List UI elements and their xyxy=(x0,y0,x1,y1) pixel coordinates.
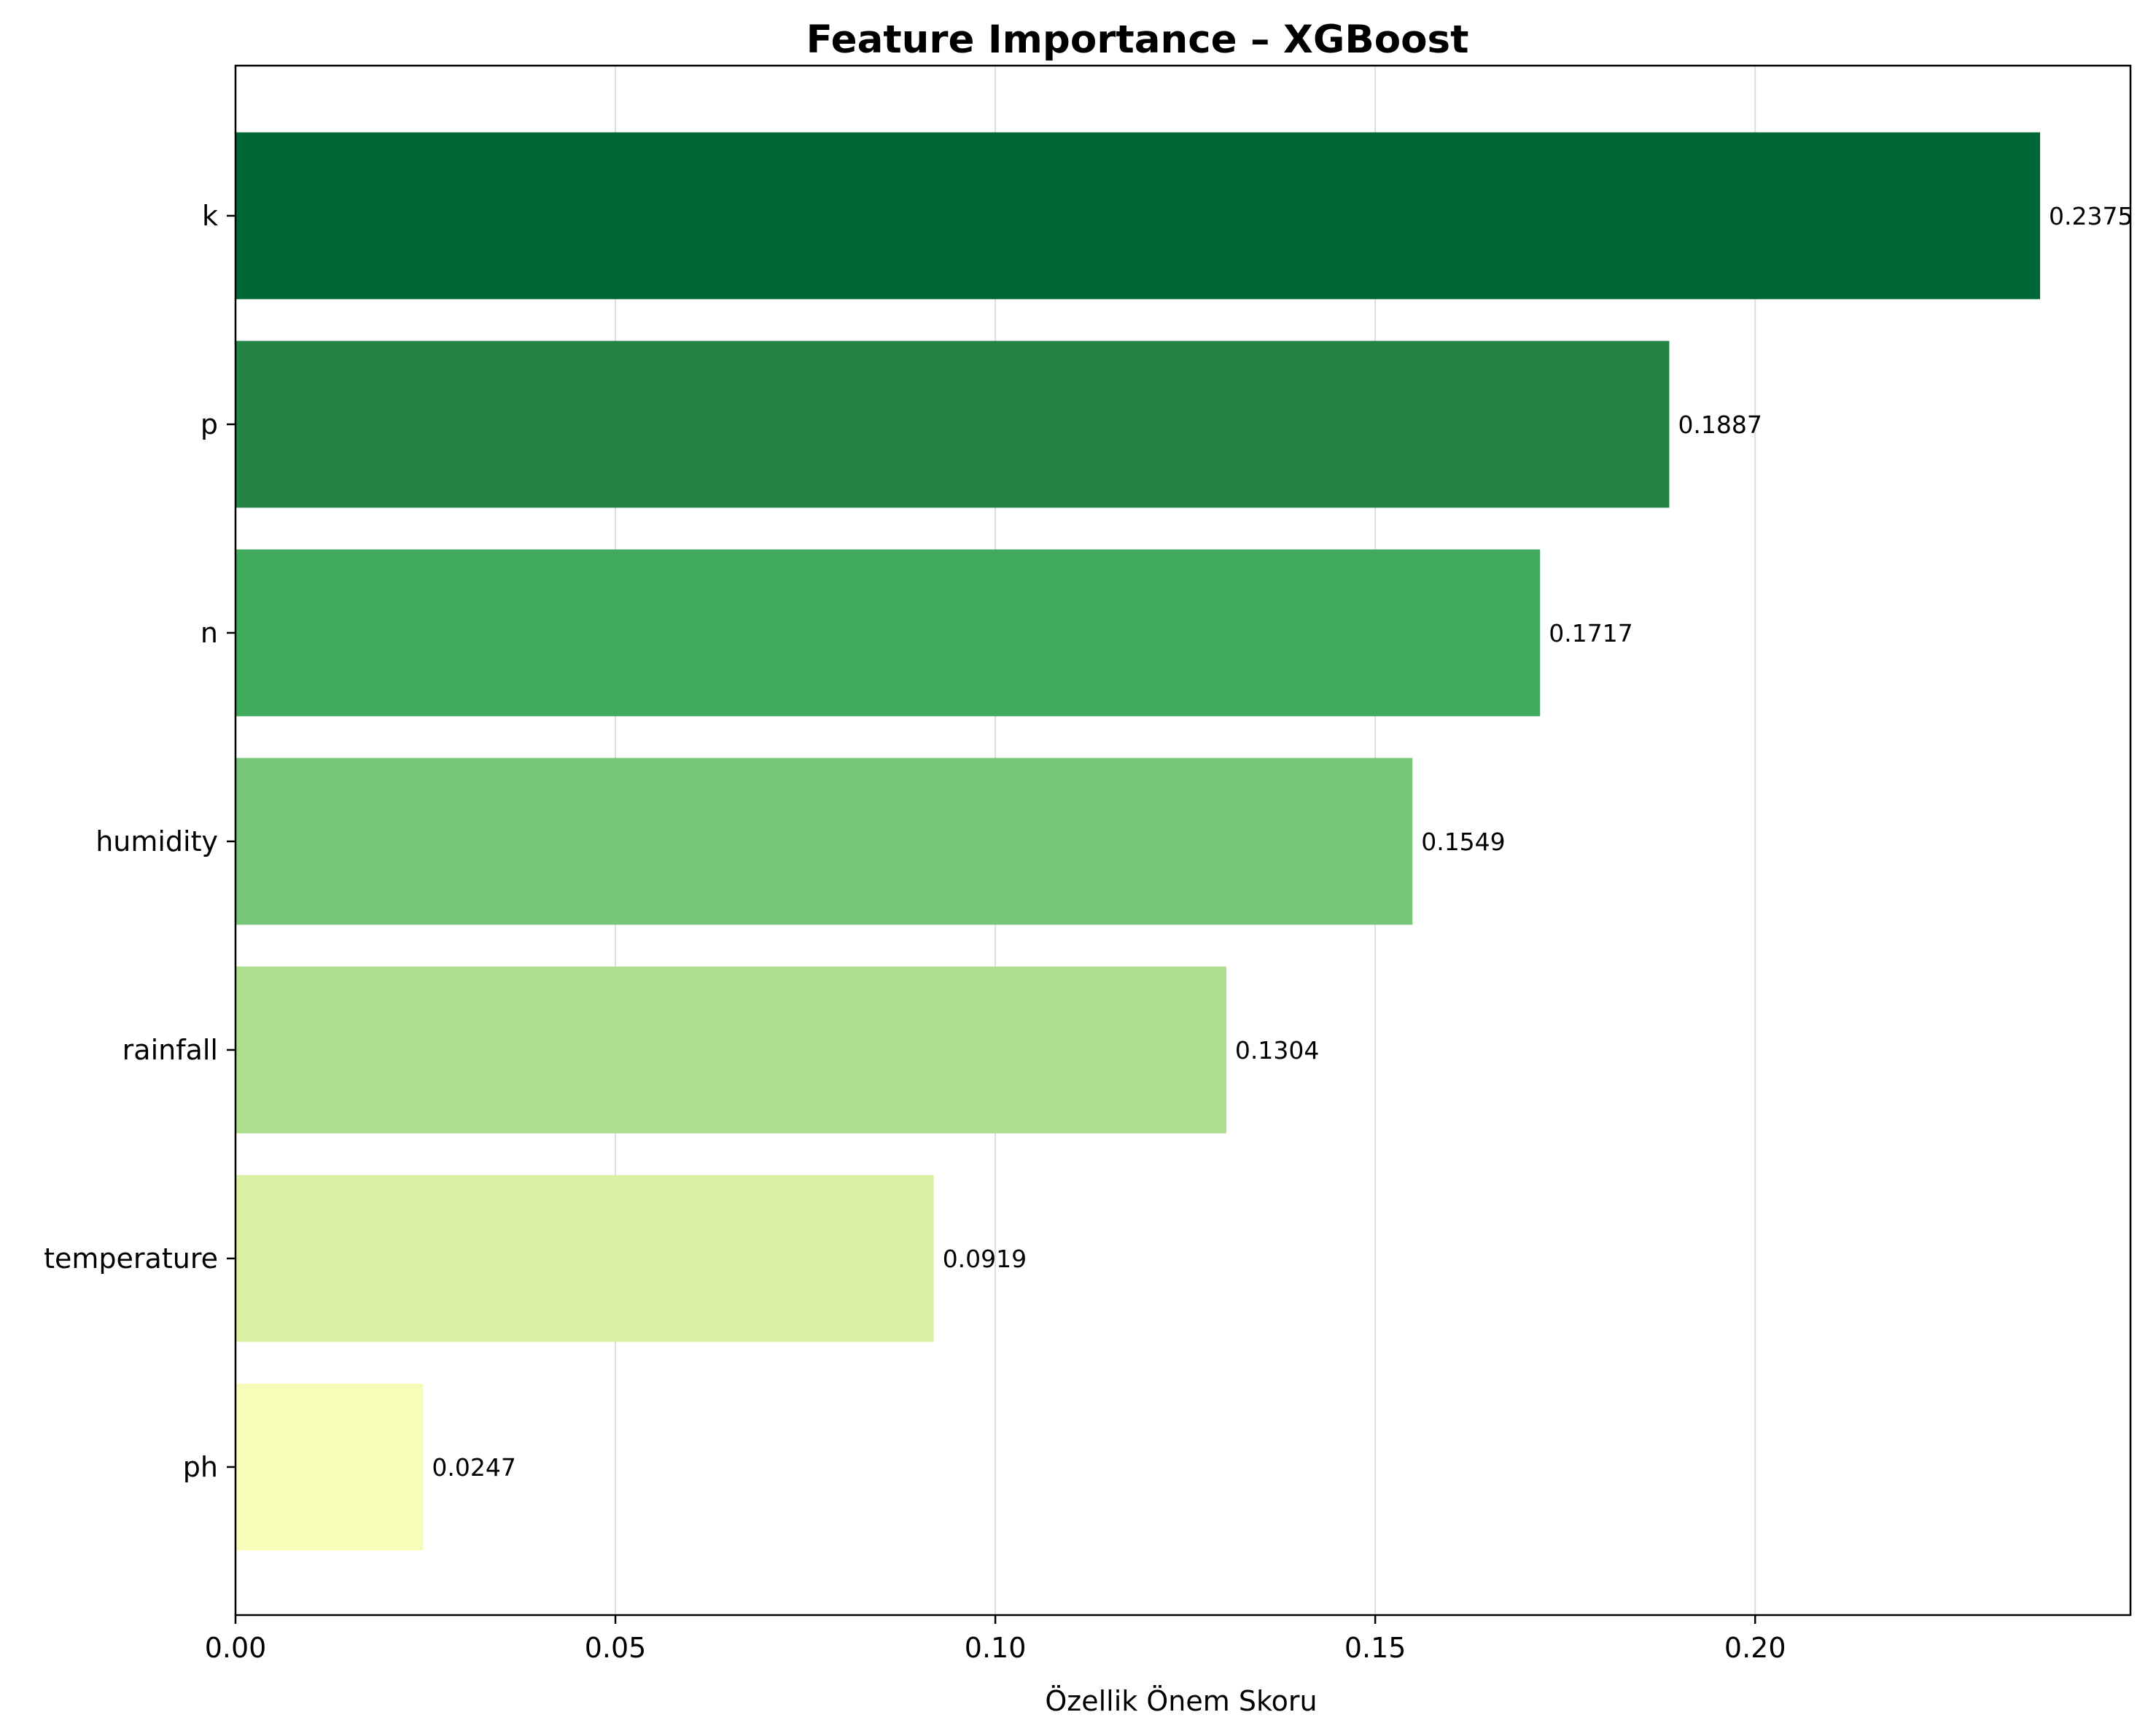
y-tick-label-n: n xyxy=(201,617,218,649)
bar-humidity xyxy=(236,758,1413,925)
bar-temperature xyxy=(236,1175,934,1342)
bar-rainfall xyxy=(236,966,1226,1134)
value-label-ph: 0.0247 xyxy=(432,1453,515,1482)
value-label-rainfall: 0.1304 xyxy=(1235,1036,1319,1065)
plot-frame xyxy=(234,64,2132,1617)
value-labels: 0.2375 0.1887 0.1717 0.1549 0.1304 0.0919 0.02… xyxy=(432,202,2133,1482)
value-label-n: 0.1717 xyxy=(1549,619,1632,647)
axes: k p n humidity rainfall temperature ph 0.00 0.05… xyxy=(44,64,2132,1664)
value-label-k: 0.2375 xyxy=(2049,202,2133,230)
value-label-temperature: 0.0919 xyxy=(943,1245,1027,1273)
y-tick-label-k: k xyxy=(202,200,218,232)
bar-p xyxy=(236,341,1670,508)
bar-k xyxy=(236,132,2040,300)
bar-ph xyxy=(236,1383,424,1551)
x-tick-label-1: 0.05 xyxy=(585,1632,647,1664)
y-tick-label-humidity: humidity xyxy=(96,825,218,857)
x-tick-label-3: 0.15 xyxy=(1344,1632,1406,1664)
chart-title: Feature Importance – XGBoost xyxy=(806,17,1469,62)
y-tick-label-p: p xyxy=(201,408,218,440)
y-tick-label-ph: ph xyxy=(183,1451,218,1483)
value-label-p: 0.1887 xyxy=(1678,411,1762,439)
x-tick-label-2: 0.10 xyxy=(965,1632,1027,1664)
bar-n xyxy=(236,549,1541,717)
x-tick-label-4: 0.20 xyxy=(1724,1632,1786,1664)
value-label-humidity: 0.1549 xyxy=(1421,828,1505,856)
bars xyxy=(236,132,2040,1551)
x-axis-label: Özellik Önem Skoru xyxy=(1045,1685,1317,1717)
y-tick-label-rainfall: rainfall xyxy=(122,1034,218,1066)
x-tick-label-0: 0.00 xyxy=(205,1632,267,1664)
y-tick-label-temperature: temperature xyxy=(44,1242,218,1275)
